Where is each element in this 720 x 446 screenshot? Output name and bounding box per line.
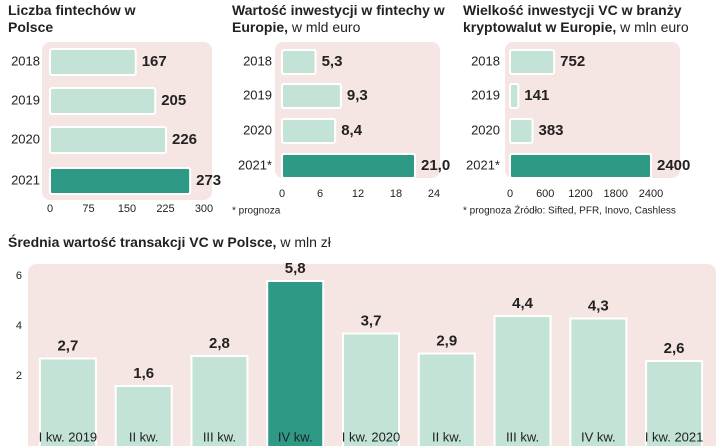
bar [114,385,173,446]
chart-title: Wielkość inwestycji VC w branży kryptowa… [463,2,682,35]
chart-title: Średnia wartość transakcji VC w Polsce, [8,234,277,250]
chart-subtitle: w mln zł [280,234,331,250]
x-tick-label: 0 [279,188,285,200]
bar [281,49,317,75]
category-label: 2019 [11,92,40,107]
bar [645,360,704,446]
category-label: 2020 [11,131,40,146]
x-tick-label: I kw. 2020 [342,429,401,444]
value-label: 383 [539,122,564,139]
value-label: 141 [524,87,549,104]
x-tick-label: I kw. 2021 [645,429,704,444]
value-label: 4,4 [512,295,534,312]
x-tick-label: 300 [195,203,213,215]
bar [281,153,416,179]
bar [49,87,157,115]
bar [38,357,97,446]
value-label: 752 [560,53,585,70]
x-tick-label: 0 [47,203,53,215]
bar [509,153,652,179]
value-label: 2,7 [57,337,78,354]
value-label: 21,0 [421,157,450,174]
bar [190,355,249,446]
value-label: 8,4 [341,122,363,139]
chart-title: Liczba fintechów w Polsce [8,2,136,35]
value-label: 5,8 [285,260,306,277]
chart-title-block: Liczba fintechów w Polsce [8,2,138,36]
x-tick-label: II kw. [432,429,462,444]
x-tick-label: 1200 [568,188,592,200]
category-label: 2021* [238,157,272,172]
value-label: 2400 [657,157,690,174]
value-label: 2,8 [209,335,230,352]
chart-title-block: Wartość inwestycji w fintechy w Europie,… [232,2,447,36]
value-label: 273 [196,172,221,189]
x-tick-label: 600 [536,188,554,200]
value-label: 2,6 [664,340,685,357]
chart-title: Wartość inwestycji w fintechy w Europie, [232,2,445,35]
bar [509,118,534,144]
category-label: 2019 [471,87,500,102]
category-label: 2021* [466,157,500,172]
category-label: 2018 [11,53,40,68]
x-tick-label: 75 [82,203,94,215]
value-label: 9,3 [347,87,368,104]
chart-subtitle: w mld euro [291,19,361,35]
category-label: 2020 [243,122,272,137]
x-tick-label: II kw. [129,429,159,444]
bar [569,317,628,446]
category-label: 2018 [243,53,272,68]
bar [281,83,342,109]
value-label: 167 [142,53,167,70]
x-tick-label: IV kw. [278,429,313,444]
y-tick-label: 4 [16,320,22,332]
bar [49,126,168,154]
value-label: 4,3 [588,297,609,314]
bar [509,49,556,75]
category-label: 2018 [471,53,500,68]
chart-subtitle: w mln euro [620,19,689,35]
x-tick-label: 2400 [639,188,663,200]
value-label: 2,9 [436,332,457,349]
value-label: 5,3 [322,53,343,70]
x-tick-label: 1800 [604,188,628,200]
panel [42,42,212,200]
value-label: 226 [172,131,197,148]
y-tick-label: 6 [16,270,22,282]
value-label: 3,7 [361,312,382,329]
x-tick-label: III kw. [203,429,236,444]
category-label: 2021 [11,172,40,187]
x-tick-label: 6 [317,188,323,200]
x-tick-label: 225 [156,203,174,215]
x-tick-label: 18 [390,188,402,200]
bar [509,83,520,109]
y-tick-label: 2 [16,370,22,382]
x-tick-label: III kw. [506,429,539,444]
category-label: 2020 [471,122,500,137]
x-tick-label: 12 [352,188,364,200]
bar [417,352,476,446]
panel [505,42,680,178]
x-tick-label: 0 [507,188,513,200]
bar [493,315,552,446]
bar [49,167,192,195]
x-tick-label: IV kw. [581,429,616,444]
x-tick-label: 24 [428,188,440,200]
chart-title-block: Średnia wartość transakcji VC w Polsce, … [8,234,708,251]
note: * prognoza [232,206,281,217]
bar [49,48,137,76]
bar [342,332,400,446]
value-label: 1,6 [133,365,154,382]
x-tick-label: 150 [118,203,136,215]
x-tick-label: I kw. 2019 [39,429,98,444]
category-label: 2019 [243,87,272,102]
note: * prognoza Źródło: Sifted, PFR, Inovo, C… [463,204,676,217]
bar [266,280,325,446]
chart-title-block: Wielkość inwestycji VC w branży kryptowa… [463,2,718,36]
value-label: 205 [161,92,186,109]
bar [281,118,337,144]
